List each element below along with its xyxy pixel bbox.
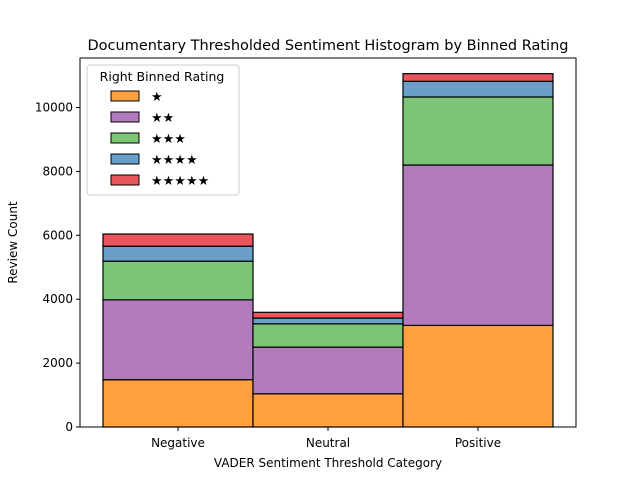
legend-title: Right Binned Rating	[100, 69, 225, 84]
bar-negative-series-4	[102, 245, 254, 262]
y-tick-label: 6000	[42, 228, 73, 242]
bar-positive-series-1	[402, 324, 554, 428]
y-tick-label: 4000	[42, 292, 73, 306]
legend-swatch-1	[110, 90, 140, 102]
bar-positive-series-5	[402, 73, 554, 82]
bar-negative-series-1	[102, 379, 254, 428]
legend-label-2: ★★	[151, 111, 174, 126]
bar-neutral-series-2	[252, 346, 404, 395]
bar-negative-series-5	[102, 233, 254, 247]
bar-positive-series-3	[402, 96, 554, 166]
y-tick-label: 0	[65, 420, 73, 434]
x-axis: Negative Neutral Positive	[151, 427, 501, 450]
y-tick-label: 8000	[42, 164, 73, 178]
legend-swatch-4	[110, 153, 140, 165]
bar-neutral-series-1	[252, 393, 404, 428]
bars-layer	[102, 73, 554, 428]
legend-swatch-2	[110, 111, 140, 123]
bar-neutral-series-5	[252, 311, 404, 319]
legend: Right Binned Rating ★★★★★★★★★★★★★★★	[86, 64, 240, 196]
y-tick-label: 10000	[35, 101, 73, 115]
bar-negative-series-3	[102, 260, 254, 301]
legend-label-4: ★★★★	[151, 153, 198, 168]
bar-positive-series-2	[402, 164, 554, 327]
y-axis: 0 2000 4000 6000 8000 10000	[35, 101, 80, 434]
legend-items: ★★★★★★★★★★★★★★★	[110, 90, 209, 189]
legend-label-3: ★★★	[151, 132, 186, 147]
bar-negative-series-2	[102, 299, 254, 381]
bar-positive-series-4	[402, 80, 554, 98]
x-tick-label-neutral: Neutral	[306, 436, 350, 450]
y-tick-label: 2000	[42, 356, 73, 370]
x-axis-label: VADER Sentiment Threshold Category	[214, 456, 442, 470]
y-axis-label: Review Count	[6, 201, 20, 284]
bar-neutral-series-4	[252, 317, 404, 325]
bar-neutral-series-3	[252, 323, 404, 348]
legend-label-1: ★	[151, 90, 163, 105]
legend-swatch-5	[110, 174, 140, 186]
x-tick-label-negative: Negative	[151, 436, 205, 450]
x-tick-label-positive: Positive	[455, 436, 501, 450]
chart-title: Documentary Thresholded Sentiment Histog…	[88, 38, 569, 54]
legend-swatch-3	[110, 132, 140, 144]
legend-label-5: ★★★★★	[151, 174, 209, 189]
